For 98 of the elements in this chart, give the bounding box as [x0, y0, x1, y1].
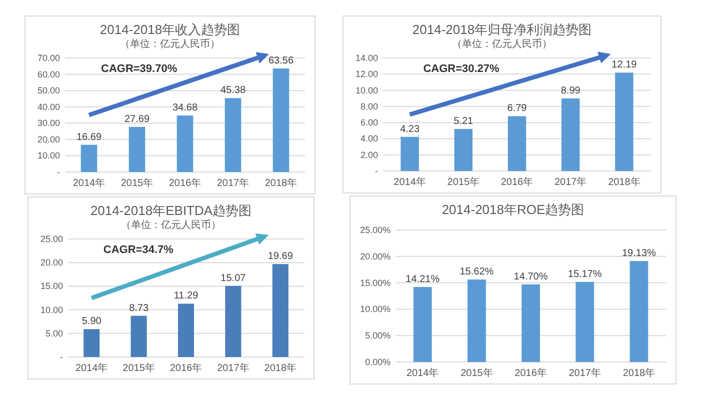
x-tick-label: 2018年 — [608, 176, 640, 188]
chart-title: 2014-2018年ROE趋势图 — [442, 202, 584, 217]
y-tick-label: 50.00 — [37, 86, 60, 96]
data-label: 15.17% — [568, 268, 602, 280]
y-tick-label: 60.00 — [37, 69, 60, 80]
y-tick-label: 10.00% — [360, 304, 391, 314]
chart-title: 2014-2018年收入趋势图 — [100, 22, 240, 37]
bar — [508, 116, 526, 171]
y-tick-label: 15.00 — [40, 281, 63, 292]
annotation: CAGR=39.70% — [101, 63, 178, 75]
annotation: CAGR=30.27% — [423, 63, 500, 75]
data-label: 4.23 — [400, 124, 420, 135]
x-tick-label: 2018年 — [622, 367, 656, 379]
data-label: 19.13% — [622, 248, 656, 259]
x-tick-label: 2017年 — [568, 367, 602, 379]
bar — [84, 329, 100, 357]
data-label: 15.07 — [220, 272, 246, 284]
x-tick-label: 2015年 — [122, 362, 155, 374]
y-tick-label: 30.00 — [37, 118, 60, 128]
bar — [400, 136, 419, 171]
data-label: 12.19 — [612, 60, 638, 71]
x-tick-label: 2014年 — [72, 177, 106, 189]
x-tick-label: 2017年 — [217, 362, 250, 374]
data-label: 6.79 — [507, 103, 528, 114]
bar — [615, 72, 634, 171]
y-tick-label: 20.00 — [37, 134, 60, 144]
x-tick-label: 2017年 — [554, 176, 587, 188]
y-tick-label: - — [57, 167, 60, 177]
data-label: 63.56 — [268, 55, 294, 66]
y-tick-label: 25.00% — [360, 225, 391, 235]
y-tick-label: 20.00% — [360, 251, 391, 262]
y-tick-label: 8.00 — [360, 101, 378, 112]
x-tick-label: 2016年 — [514, 367, 547, 379]
y-tick-label: 10.00 — [40, 304, 63, 315]
y-tick-label: 5.00% — [365, 330, 391, 341]
x-tick-label: 2017年 — [216, 177, 250, 189]
x-tick-label: 2016年 — [168, 177, 202, 189]
bar — [630, 260, 648, 362]
y-tick-label: 14.00 — [355, 53, 378, 63]
bar — [80, 144, 98, 172]
x-tick-label: 2015年 — [120, 177, 154, 189]
x-tick-label: 2015年 — [460, 367, 493, 379]
x-tick-label: 2014年 — [394, 176, 426, 188]
y-tick-label: 15.00% — [360, 278, 391, 288]
data-label: 5.90 — [82, 316, 102, 328]
bar — [576, 282, 594, 362]
x-tick-label: 2018年 — [264, 362, 297, 374]
y-tick-label: 10.00 — [355, 85, 378, 96]
x-tick-label: 2016年 — [500, 176, 534, 188]
data-label: 27.69 — [124, 114, 150, 125]
data-label: 5.21 — [454, 116, 474, 127]
chart-subtitle: （单位：亿元人民币） — [121, 219, 221, 231]
bar — [128, 126, 146, 172]
x-tick-label: 2018年 — [264, 177, 298, 189]
y-tick-label: 25.00 — [40, 234, 63, 244]
bar — [224, 98, 242, 172]
data-label: 11.29 — [174, 290, 199, 302]
data-label: 45.38 — [220, 85, 246, 96]
y-tick-label: 6.00 — [360, 118, 378, 128]
y-tick-label: 10.00 — [37, 150, 60, 161]
annotation: CAGR=34.7% — [103, 244, 174, 256]
x-tick-label: 2014年 — [406, 367, 439, 379]
y-tick-label: 2.00 — [360, 150, 378, 160]
data-label: 8.99 — [560, 85, 581, 96]
y-tick-label: 12.00 — [355, 69, 378, 80]
data-label: 14.21% — [406, 274, 440, 285]
data-label: 15.62% — [460, 266, 494, 278]
chart-subtitle: （单位：亿元人民币） — [120, 38, 220, 50]
bar — [178, 304, 194, 357]
bar — [225, 286, 242, 357]
y-tick-label: - — [375, 166, 378, 176]
bar — [272, 264, 288, 357]
x-tick-label: 2014年 — [75, 362, 108, 374]
y-tick-label: 0.00% — [365, 357, 391, 367]
x-tick-label: 2015年 — [447, 176, 480, 188]
bar — [413, 286, 432, 362]
bar — [522, 284, 540, 362]
y-tick-label: 40.00 — [37, 102, 60, 112]
data-label: 16.69 — [76, 132, 102, 143]
bar — [561, 98, 580, 171]
y-tick-label: 20.00 — [40, 258, 63, 268]
bar — [130, 316, 147, 357]
bar — [176, 116, 194, 172]
chart-title: 2014-2018年EBITDA趋势图 — [90, 203, 252, 218]
bar — [272, 68, 290, 172]
data-label: 8.73 — [129, 302, 149, 314]
y-tick-label: 70.00 — [37, 53, 60, 63]
y-tick-label: - — [60, 352, 63, 362]
data-label: 14.70% — [514, 271, 548, 282]
data-label: 19.69 — [268, 251, 294, 262]
bar — [468, 280, 486, 362]
bar — [454, 128, 473, 171]
y-tick-label: 5.00 — [45, 328, 63, 338]
y-tick-label: 4.00 — [360, 134, 378, 144]
chart-title: 2014-2018年归母净利润趋势图 — [412, 22, 592, 37]
data-label: 34.68 — [172, 102, 198, 114]
x-tick-label: 2016年 — [170, 362, 202, 374]
chart-subtitle: （单位：亿元人民币） — [452, 38, 552, 50]
